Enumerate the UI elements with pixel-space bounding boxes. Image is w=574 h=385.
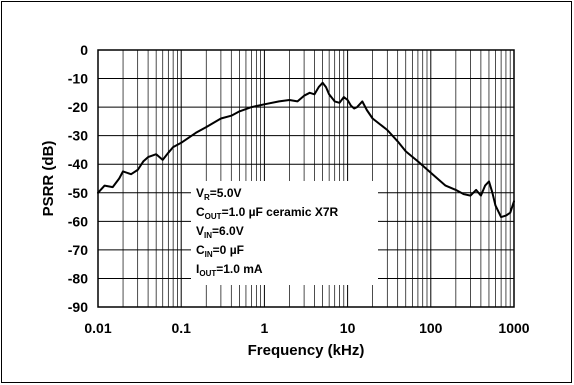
annotation-background — [191, 181, 378, 285]
y-axis-label: PSRR (dB) — [40, 141, 57, 217]
y-tick-label: -20 — [68, 99, 88, 115]
psrr-series-line — [97, 81, 515, 219]
x-axis-label: Frequency (kHz) — [248, 342, 365, 359]
y-tick-label: -30 — [68, 128, 88, 144]
annotation-line: COUT=1.0 µF ceramic X7R — [196, 205, 339, 221]
x-tick-label: 10 — [340, 320, 356, 336]
y-tick-label: -80 — [68, 270, 88, 286]
y-tick-label: -70 — [68, 242, 88, 258]
plot-border — [97, 49, 515, 308]
x-tick-label: 1000 — [498, 320, 529, 336]
y-tick-label: -90 — [68, 299, 88, 315]
x-tick-labels: 0.01 0.1 1 10 100 1000 — [84, 320, 529, 336]
curve-layer — [97, 81, 515, 219]
annotation-line: CIN=0 µF — [196, 243, 244, 259]
x-tick-label: 0.1 — [171, 320, 191, 336]
x-tick-label: 100 — [419, 320, 443, 336]
y-tick-label: -60 — [68, 213, 88, 229]
annotation-box: VR=5.0V COUT=1.0 µF ceramic X7R VIN=6.0V CI… — [191, 181, 378, 285]
y-tick-label: -50 — [68, 185, 88, 201]
y-tick-label: -10 — [68, 71, 88, 87]
y-tick-labels: 0 -10 -20 -30 -40 -50 -60 -70 -80 -90 — [68, 42, 88, 315]
annotation-line: IOUT=1.0 mA — [196, 262, 263, 278]
x-tick-label: 0.01 — [84, 320, 111, 336]
x-tick-label: 1 — [261, 320, 269, 336]
annotation-line: VR=5.0V — [196, 186, 242, 202]
y-tick-label: -40 — [68, 156, 88, 172]
y-tick-label: 0 — [80, 42, 88, 58]
annotation-line: VIN=6.0V — [196, 224, 244, 240]
